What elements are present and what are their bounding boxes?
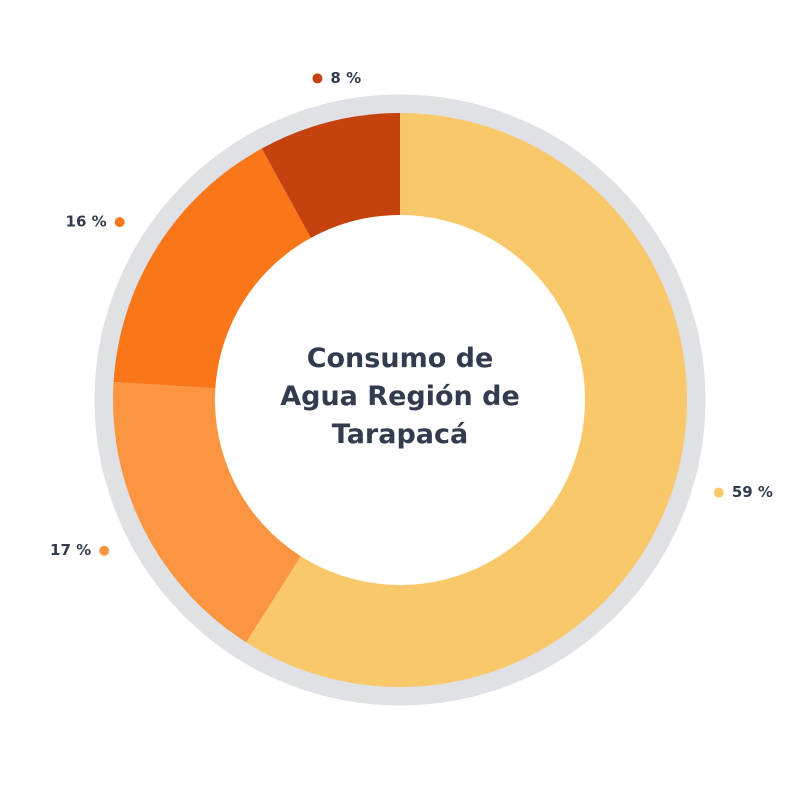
label-dot — [99, 545, 110, 556]
chart-title: Consumo de Agua Región de Tarapacá — [280, 343, 520, 450]
donut-slice — [113, 381, 301, 643]
donut-slice — [113, 148, 311, 389]
label-dot — [713, 487, 724, 498]
label-dot — [312, 73, 323, 84]
donut-slice — [261, 113, 400, 238]
donut-slice — [246, 113, 688, 687]
value-label: 59 % — [732, 483, 773, 501]
value-label: 17 % — [50, 541, 91, 559]
label-dot — [114, 217, 125, 228]
value-label: 16 % — [66, 213, 107, 231]
ring-background — [94, 94, 706, 706]
value-label: 8 % — [330, 69, 361, 87]
